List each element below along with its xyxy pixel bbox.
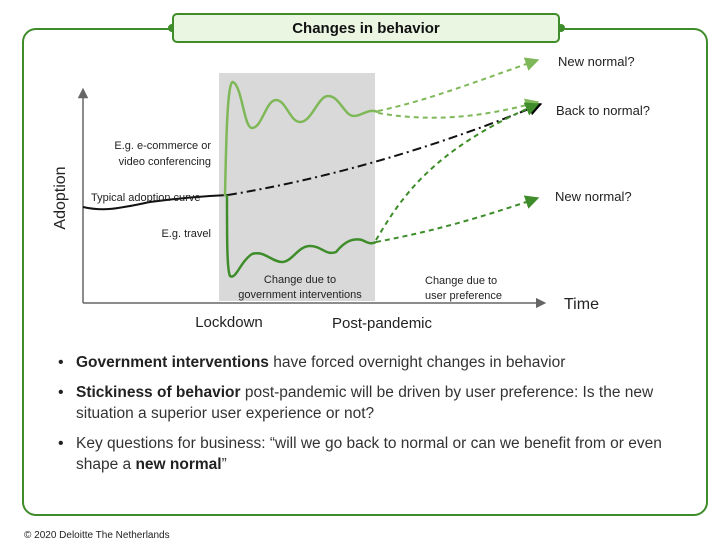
bullet-text-end: ” [221,456,227,473]
shaded-label-line1: Change due to [264,274,336,286]
shaded-label-line2: government interventions [238,289,362,301]
post-pandemic-label: Post-pandemic [332,315,433,332]
bullet-key-questions: Key questions for business: “will we go … [56,433,676,475]
lockdown-label: Lockdown [195,314,263,331]
travel-curve [225,194,377,278]
bullet-text: have forced overnight changes in behavio… [268,354,566,371]
bullet-text: Key questions for business: “will we go … [76,435,662,473]
bullet-bold: Government interventions [76,354,269,371]
key-points-list: Government interventions have forced ove… [56,352,676,484]
outcome-middle-label: Back to normal? [556,103,650,118]
ecommerce-curve [223,80,379,197]
ecommerce-back-arrow [377,98,540,119]
user-pref-line2: user preference [425,290,502,302]
bullet-stickiness: Stickiness of behavior post-pandemic wil… [56,382,676,424]
title-right-dot [557,24,565,32]
bullet-bold: new normal [135,456,222,473]
typical-adoption-label: Typical adoption curve [91,192,200,204]
bullet-text: post-pandemic will be driven by user pre… [76,384,654,422]
travel-new-normal-arrow [375,195,540,243]
travel-label: E.g. travel [161,228,211,240]
bullet-government-interventions: Government interventions have forced ove… [56,352,676,373]
ecommerce-label-line1: E.g. e-commerce or [114,140,211,152]
travel-back-arrow [375,102,540,241]
user-pref-line1: Change due to [425,275,497,287]
back-to-normal-line [227,102,543,196]
ecommerce-new-normal-arrow [377,57,540,112]
copyright-footer: © 2020 Deloitte The Netherlands [24,530,170,541]
outcome-top-label: New normal? [558,54,635,69]
y-axis-label: Adoption [52,166,69,229]
x-axis-label: Time [564,296,599,313]
outcome-bottom-label: New normal? [555,189,632,204]
typical-adoption-curve [82,194,229,211]
ecommerce-label-line2: video conferencing [119,156,211,168]
bullet-bold: Stickiness of behavior [76,384,241,401]
page-title: Changes in behavior [172,13,560,43]
